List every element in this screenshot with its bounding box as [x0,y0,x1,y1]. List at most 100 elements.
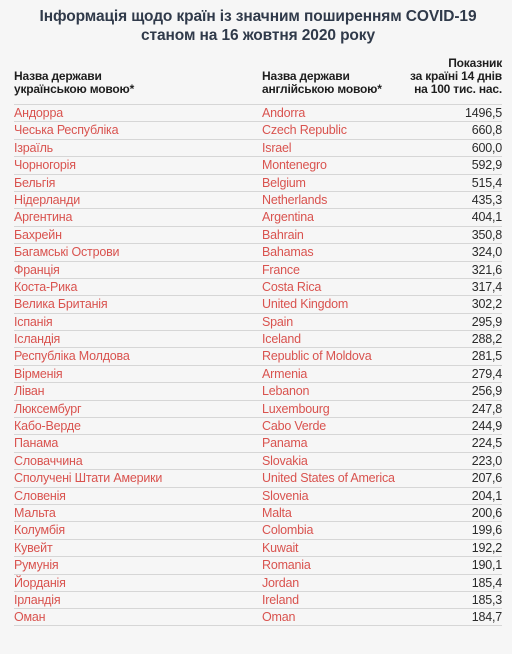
country-name-english-link[interactable]: Lebanon [262,384,310,399]
country-name-ukrainian-link[interactable]: Ісландія [14,332,61,347]
country-name-english-link[interactable]: Argentina [262,210,314,225]
country-name-english-link[interactable]: Jordan [262,575,300,590]
table-row: Панама Panama 224,5 [14,434,502,451]
table-row: Ірландія Ireland 185,3 [14,590,502,608]
incidence-value: 204,1 [471,488,502,503]
country-name-ukrainian-link[interactable]: Ліван [14,384,45,399]
country-name-english-link[interactable]: Malta [262,505,292,520]
country-name-ukrainian-link[interactable]: Франція [14,262,60,277]
incidence-value: 404,1 [471,210,502,225]
country-name-english-link[interactable]: Slovakia [262,453,308,468]
country-name-english-link[interactable]: Oman [262,610,296,625]
table-row: Чеська Республіка Czech Republic 660,8 [14,121,502,138]
table-row: Оман Oman 184,7 [14,608,502,626]
column-header-english-line1: Назва держави [262,69,350,83]
incidence-value: 1496,5 [464,106,502,120]
country-name-ukrainian-link[interactable]: Йорданія [14,575,66,590]
incidence-value: 435,3 [471,192,502,207]
incidence-value: 200,6 [471,505,502,520]
country-name-ukrainian-link[interactable]: Багамські Острови [14,245,120,260]
country-name-ukrainian-link[interactable]: Словенія [14,488,66,503]
country-name-english-link[interactable]: Spain [262,314,293,329]
country-name-english-link[interactable]: Luxembourg [262,401,330,416]
table-row: Бельгія Belgium 515,4 [14,173,502,191]
table-row: Нідерланди Netherlands 435,3 [14,190,502,208]
country-name-ukrainian-link[interactable]: Вірменія [14,366,63,381]
country-name-ukrainian-link[interactable]: Андорра [14,106,63,120]
country-name-ukrainian-link[interactable]: Сполучені Штати Америки [14,471,163,486]
country-name-english-link[interactable]: Panama [262,436,308,451]
incidence-value: 185,4 [471,575,502,590]
table-row: Колумбія Colombia 199,6 [14,521,502,538]
incidence-value: 184,7 [471,610,502,625]
country-name-ukrainian-link[interactable]: Люксембург [14,401,82,416]
table-row: Кувейт Kuwait 192,2 [14,538,502,556]
country-name-ukrainian-link[interactable]: Румунія [14,558,59,573]
country-name-english-link[interactable]: Romania [262,558,311,573]
country-name-ukrainian-link[interactable]: Чеська Республіка [14,123,119,138]
country-name-english-link[interactable]: Kuwait [262,540,299,555]
country-name-english-link[interactable]: Costa Rica [262,279,322,294]
country-name-ukrainian-link[interactable]: Ірландія [14,592,61,607]
incidence-value: 256,9 [471,384,502,399]
country-name-english-link[interactable]: Netherlands [262,192,328,207]
country-name-ukrainian-link[interactable]: Ізраїль [14,140,53,155]
incidence-value: 600,0 [471,140,502,155]
country-name-english-link[interactable]: Belgium [262,175,306,190]
country-name-english-link[interactable]: United Kingdom [262,297,349,312]
incidence-value: 515,4 [471,175,502,190]
country-name-english-link[interactable]: Colombia [262,523,314,538]
country-name-ukrainian-link[interactable]: Оман [14,610,46,625]
table-row: Франція France 321,6 [14,260,502,278]
country-name-english-link[interactable]: Bahrain [262,227,304,242]
table-row: Республіка Молдова Republic of Moldova 281… [14,347,502,364]
incidence-value: 321,6 [471,262,502,277]
table-row: Багамські Острови Bahamas 324,0 [14,243,502,260]
country-name-english-link[interactable]: Czech Republic [262,123,347,138]
country-name-english-link[interactable]: Andorra [262,106,306,120]
table-header: Назва держави українською мовою* Назва д… [14,49,502,104]
column-header-indicator-line3: на 100 тис. нас. [414,82,502,96]
country-name-ukrainian-link[interactable]: Аргентина [14,210,73,225]
table-row: Ісландія Iceland 288,2 [14,330,502,347]
country-name-english-link[interactable]: Republic of Moldova [262,349,372,364]
title-line-2: станом на 16 жовтня 2020 року [141,27,375,44]
table-row: Іспанія Spain 295,9 [14,312,502,330]
country-name-english-link[interactable]: Bahamas [262,245,314,260]
incidence-value: 223,0 [471,453,502,468]
table-row: Ізраїль Israel 600,0 [14,138,502,156]
country-name-english-link[interactable]: Montenegro [262,158,327,173]
title-line-1: Інформація щодо країн із значним поширен… [39,8,477,25]
country-name-ukrainian-link[interactable]: Бахрейн [14,227,62,242]
country-name-ukrainian-link[interactable]: Колумбія [14,523,65,538]
country-name-english-link[interactable]: France [262,262,300,277]
table-row: Кабо-Верде Cabo Verde 244,9 [14,417,502,434]
table-row: Йорданія Jordan 185,4 [14,573,502,591]
country-name-english-link[interactable]: Ireland [262,592,299,607]
column-header-ukrainian: Назва держави українською мовою* [14,70,134,96]
country-name-ukrainian-link[interactable]: Велика Британія [14,297,108,312]
incidence-value: 224,5 [471,436,502,451]
country-name-ukrainian-link[interactable]: Кувейт [14,540,53,555]
country-name-ukrainian-link[interactable]: Кабо-Верде [14,419,81,434]
country-name-english-link[interactable]: United States of America [262,471,395,486]
country-name-english-link[interactable]: Cabo Verde [262,419,327,434]
country-name-english-link[interactable]: Armenia [262,366,308,381]
country-name-ukrainian-link[interactable]: Республіка Молдова [14,349,130,364]
country-name-ukrainian-link[interactable]: Коста-Рика [14,279,78,294]
incidence-value: 350,8 [471,227,502,242]
country-name-ukrainian-link[interactable]: Словаччина [14,453,83,468]
table-row: Аргентина Argentina 404,1 [14,208,502,225]
country-name-english-link[interactable]: Slovenia [262,488,309,503]
incidence-value: 244,9 [471,419,502,434]
country-name-english-link[interactable]: Iceland [262,332,301,347]
incidence-value: 324,0 [471,245,502,260]
country-name-ukrainian-link[interactable]: Чорногорія [14,158,76,173]
country-name-ukrainian-link[interactable]: Панама [14,436,59,451]
table-row: Велика Британія United Kingdom 302,2 [14,295,502,312]
country-name-ukrainian-link[interactable]: Мальта [14,505,56,520]
country-name-english-link[interactable]: Israel [262,140,292,155]
country-name-ukrainian-link[interactable]: Іспанія [14,314,53,329]
country-name-ukrainian-link[interactable]: Бельгія [14,175,56,190]
country-name-ukrainian-link[interactable]: Нідерланди [14,192,80,207]
